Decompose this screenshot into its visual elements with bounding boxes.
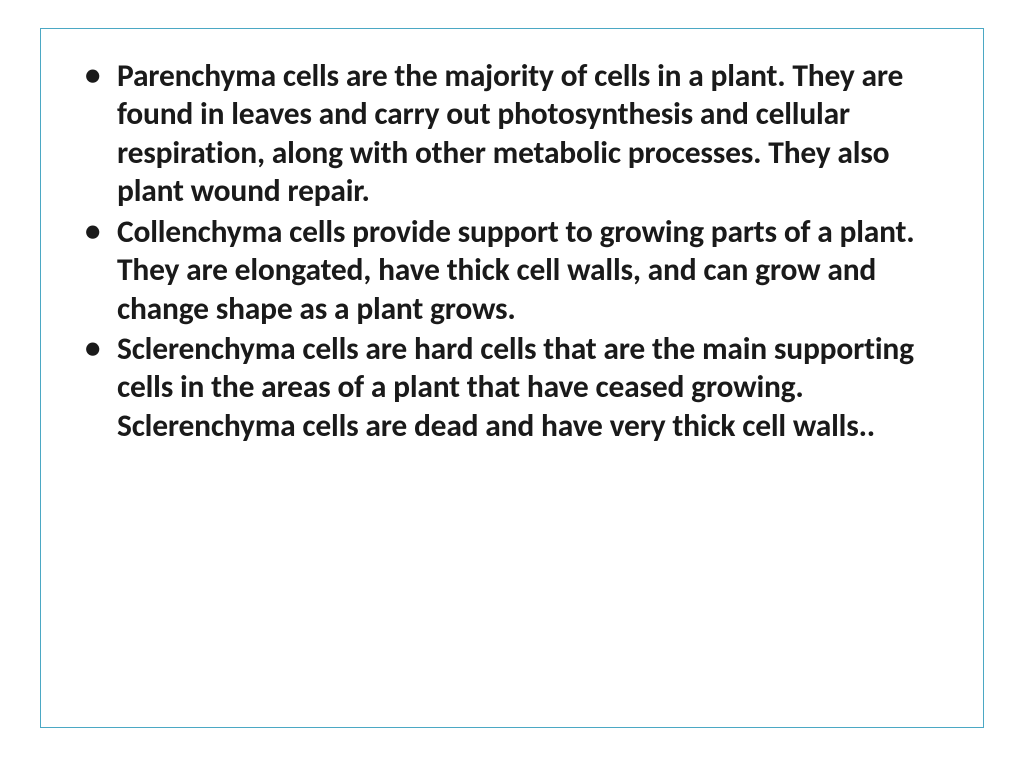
list-item: Parenchyma cells are the majority of cel… bbox=[71, 57, 953, 211]
list-item: Collenchyma cells provide support to gro… bbox=[71, 213, 953, 328]
list-item: Sclerenchyma cells are hard cells that a… bbox=[71, 330, 953, 445]
bullet-list: Parenchyma cells are the majority of cel… bbox=[71, 57, 953, 445]
slide-container: Parenchyma cells are the majority of cel… bbox=[0, 0, 1024, 768]
content-box: Parenchyma cells are the majority of cel… bbox=[40, 28, 984, 728]
